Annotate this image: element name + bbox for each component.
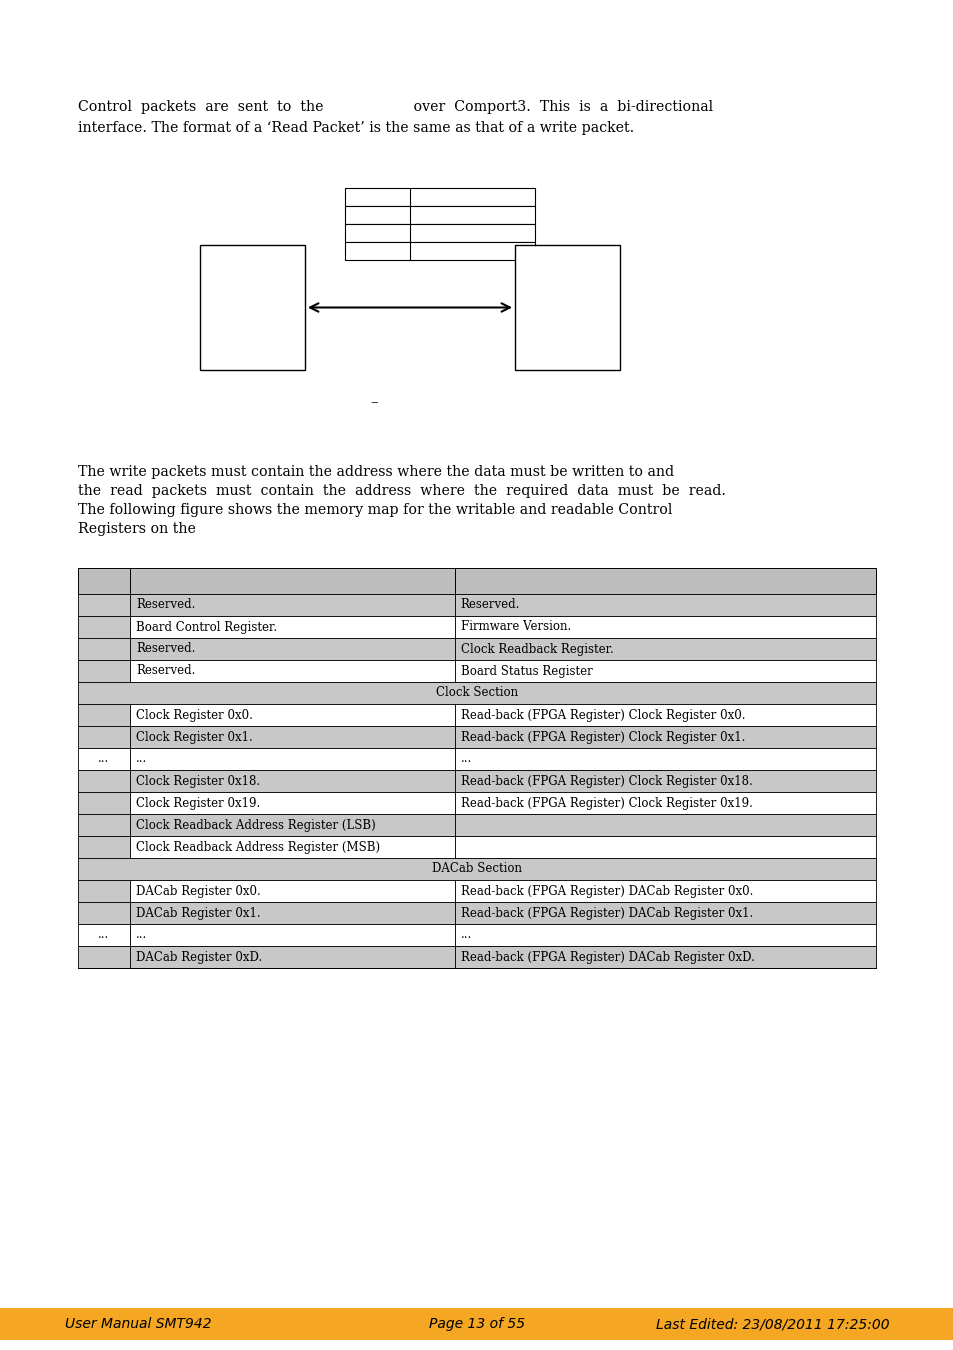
Text: Clock Register 0x0.: Clock Register 0x0. [136,709,253,721]
Bar [345,242,535,261]
Text: the  read  packets  must  contain  the  address  where  the  required  data  mus: the read packets must contain the addres… [78,485,725,498]
Text: Read-back (FPGA Register) Clock Register 0x0.: Read-back (FPGA Register) Clock Register… [460,709,744,721]
Bar [454,923,875,946]
Bar [130,748,454,770]
Text: Control  packets  are  sent  to  the                    over  Comport3.  This  i: Control packets are sent to the over Com… [78,100,713,113]
Bar [130,594,454,616]
Text: Board Status Register: Board Status Register [460,664,592,678]
Text: Registers on the: Registers on the [78,522,195,536]
Text: Last Edited: 23/08/2011 17:25:00: Last Edited: 23/08/2011 17:25:00 [656,1318,889,1331]
Bar [454,792,875,814]
Bar [78,660,130,682]
Bar [130,660,454,682]
Bar [130,923,454,946]
Bar [78,880,130,902]
Bar [130,769,454,792]
Text: Read-back (FPGA Register) Clock Register 0x1.: Read-back (FPGA Register) Clock Register… [460,730,744,744]
Bar [130,946,454,968]
Bar [454,748,875,770]
Text: Reserved.: Reserved. [136,664,195,678]
Bar [78,568,875,594]
Bar [78,814,130,836]
Text: Read-back (FPGA Register) Clock Register 0x19.: Read-back (FPGA Register) Clock Register… [460,796,752,810]
Text: The write packets must contain the address where the data must be written to and: The write packets must contain the addre… [78,464,674,479]
Text: interface. The format of a ‘Read Packet’ is the same as that of a write packet.: interface. The format of a ‘Read Packet’… [78,122,634,135]
Bar [130,639,454,660]
Text: Clock Register 0x1.: Clock Register 0x1. [136,730,253,744]
Bar [78,902,130,923]
Bar [78,639,130,660]
Text: Clock Readback Register.: Clock Readback Register. [460,643,613,656]
Bar [78,594,130,616]
Bar [454,703,875,726]
Bar [454,660,875,682]
Text: Firmware Version.: Firmware Version. [460,621,570,633]
Bar [130,902,454,923]
Bar [454,902,875,923]
Text: ...: ... [460,929,472,941]
Bar [78,836,130,859]
Bar [78,923,130,946]
Bar [78,726,130,748]
Text: Read-back (FPGA Register) Clock Register 0x18.: Read-back (FPGA Register) Clock Register… [460,775,752,787]
Text: Clock Readback Address Register (MSB): Clock Readback Address Register (MSB) [136,841,379,853]
Bar [130,726,454,748]
Bar [454,616,875,639]
Bar [454,836,875,859]
Text: Read-back (FPGA Register) DACab Register 0x0.: Read-back (FPGA Register) DACab Register… [460,884,752,898]
Bar [454,594,875,616]
Bar [130,616,454,639]
Text: –: – [370,396,377,409]
Text: DACab Register 0x1.: DACab Register 0x1. [136,906,260,919]
Text: Reserved.: Reserved. [136,643,195,656]
Bar [345,224,535,242]
Bar [454,880,875,902]
Text: Clock Register 0x18.: Clock Register 0x18. [136,775,260,787]
Text: Reserved.: Reserved. [460,598,519,612]
Bar [78,946,130,968]
Bar [78,769,130,792]
Bar [78,703,130,726]
Bar [345,207,535,224]
Bar [200,244,305,370]
Text: The following figure shows the memory map for the writable and readable Control: The following figure shows the memory ma… [78,504,672,517]
Bar [78,616,130,639]
Text: Clock Readback Address Register (LSB): Clock Readback Address Register (LSB) [136,818,375,832]
Bar [78,859,875,880]
Text: ...: ... [98,929,110,941]
Text: ...: ... [136,929,147,941]
Text: DACab Section: DACab Section [432,863,521,876]
Text: Board Control Register.: Board Control Register. [136,621,276,633]
Bar [454,814,875,836]
Bar [130,814,454,836]
Bar [78,682,875,703]
Bar [130,792,454,814]
Text: Clock Register 0x19.: Clock Register 0x19. [136,796,260,810]
Bar [454,726,875,748]
Bar [515,244,619,370]
Text: Reserved.: Reserved. [136,598,195,612]
Text: DACab Register 0xD.: DACab Register 0xD. [136,950,262,964]
Bar [0,1308,953,1341]
Bar [78,792,130,814]
Text: ...: ... [460,752,472,765]
Bar [130,836,454,859]
Text: Clock Section: Clock Section [436,687,517,699]
Text: Page 13 of 55: Page 13 of 55 [429,1318,524,1331]
Text: ...: ... [136,752,147,765]
Bar [454,769,875,792]
Text: Read-back (FPGA Register) DACab Register 0xD.: Read-back (FPGA Register) DACab Register… [460,950,754,964]
Bar [130,880,454,902]
Bar [454,639,875,660]
Text: ...: ... [98,752,110,765]
Text: Read-back (FPGA Register) DACab Register 0x1.: Read-back (FPGA Register) DACab Register… [460,906,752,919]
Text: DACab Register 0x0.: DACab Register 0x0. [136,884,260,898]
Bar [130,703,454,726]
Bar [454,946,875,968]
Text: User Manual SMT942: User Manual SMT942 [65,1318,212,1331]
Bar [345,188,535,207]
Bar [78,748,130,770]
